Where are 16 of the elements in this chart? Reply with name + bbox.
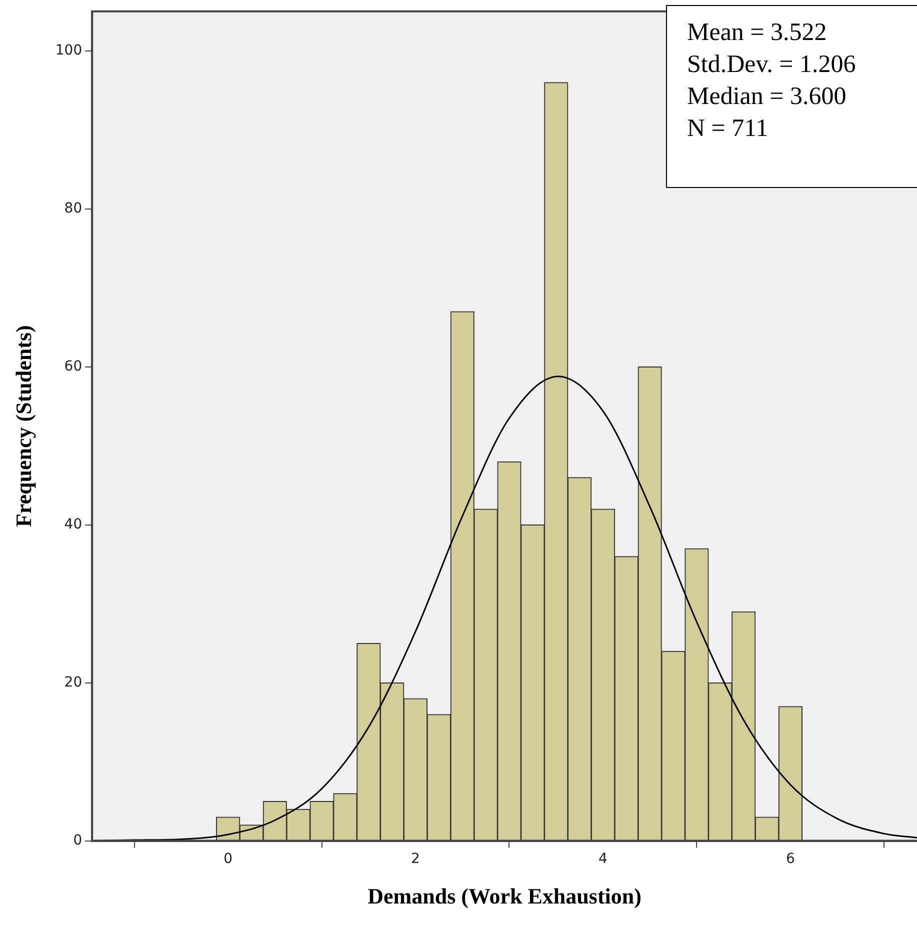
x-tick-label: 0 bbox=[224, 850, 232, 867]
annotation: N = 711 bbox=[687, 114, 770, 144]
x-tick-label: 6 bbox=[786, 850, 795, 867]
y-axis-title: Frequency (Students) bbox=[10, 325, 36, 528]
annotation: Median = 3.600 bbox=[687, 82, 848, 112]
x-tick-label: 4 bbox=[598, 850, 608, 867]
x-axis-title: Demands (Work Exhaustion) bbox=[368, 883, 642, 908]
y-tick-label: 100 bbox=[55, 42, 82, 59]
y-tick-label: 60 bbox=[64, 358, 82, 374]
y-tick-label: 0 bbox=[73, 832, 82, 848]
y-tick-label: 20 bbox=[64, 674, 82, 690]
y-tick-label: 80 bbox=[64, 200, 82, 217]
annotation: Mean = 3.522 bbox=[687, 18, 828, 48]
y-tick-label: 40 bbox=[64, 516, 82, 532]
x-tick-label: 2 bbox=[411, 850, 420, 867]
annotation: Std.Dev. = 1.206 bbox=[687, 50, 857, 80]
